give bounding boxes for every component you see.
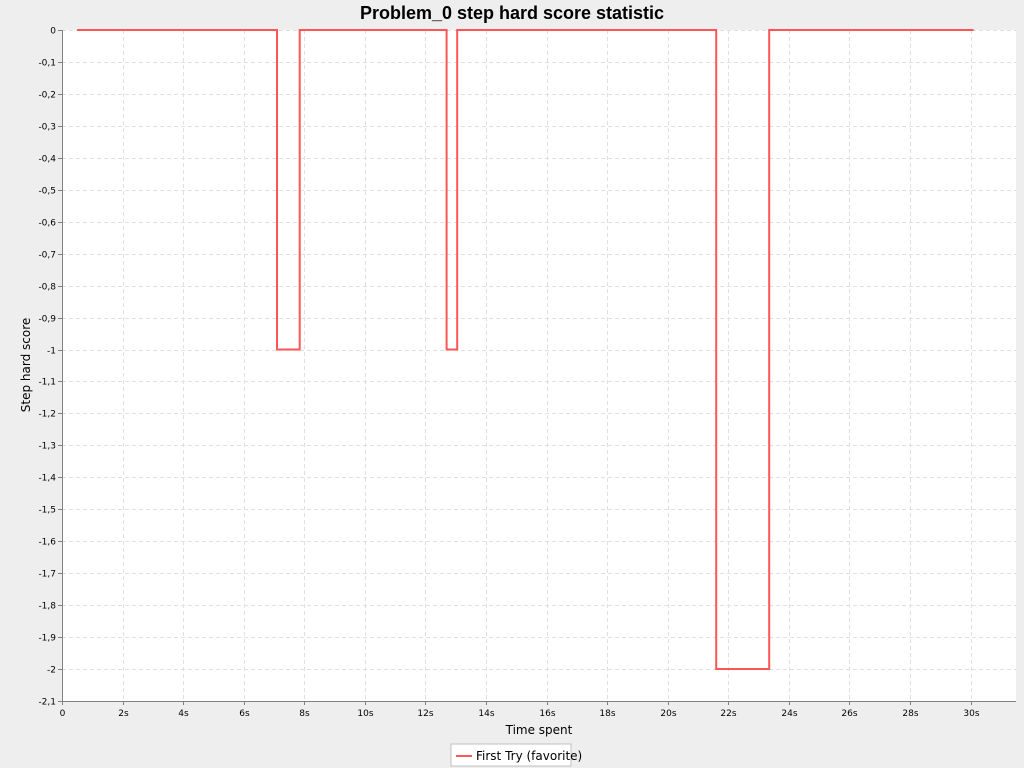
- y-tick-label: -1,2: [38, 410, 56, 420]
- grid-lines: [62, 30, 1016, 702]
- y-tick-label: -1,6: [38, 538, 56, 548]
- x-tick-label: 26s: [841, 709, 857, 719]
- y-tick-label: -1,9: [38, 634, 56, 644]
- x-tick-label: 8s: [299, 709, 310, 719]
- x-tick-label: 2s: [118, 709, 129, 719]
- x-tick-label: 28s: [902, 709, 918, 719]
- x-axis-label: Time spent: [505, 723, 573, 737]
- legend: First Try (favorite): [450, 743, 582, 767]
- y-axis-label: Step hard score: [19, 318, 33, 413]
- legend-box: [450, 743, 572, 767]
- x-tick-label: 30s: [963, 709, 979, 719]
- x-tick-label: 4s: [178, 709, 189, 719]
- y-tick-label: -0,6: [38, 219, 56, 229]
- y-tick-label: -0,3: [38, 123, 56, 133]
- x-tick-labels: 0 2s 4s 6s 8s 10s 12s 14s 16s 18s 20s 22s 24s 26s 28s 3…: [60, 709, 980, 719]
- x-tick-label: 18s: [599, 709, 615, 719]
- x-tick-label: 16s: [539, 709, 555, 719]
- x-tick-label: 20s: [660, 709, 676, 719]
- y-tick-label: -1,1: [38, 378, 56, 388]
- x-tick-label: 12s: [417, 709, 433, 719]
- plot-area: [62, 30, 1016, 701]
- y-tick-label: -2: [47, 666, 56, 676]
- series-layer: [77, 29, 974, 670]
- y-tick-labels: 0 -0,1 -0,2 -0,3 -0,4 -0,5 -0,6 -0,7 -0,8 -0,9 -1 -…: [38, 27, 56, 708]
- x-tick-label: 0: [60, 709, 66, 719]
- y-tick-label: -1,4: [38, 474, 56, 484]
- y-tick-label: -0,8: [38, 283, 56, 293]
- legend-label: First Try (favorite): [476, 749, 582, 763]
- x-tick-label: 6s: [239, 709, 250, 719]
- y-tick-label: -1,8: [38, 602, 56, 612]
- y-tick-label: -2,1: [38, 698, 56, 708]
- y-tick-label: -0,4: [38, 155, 56, 165]
- y-tick-label: -0,1: [38, 59, 56, 69]
- y-tick-label: -0,5: [38, 187, 56, 197]
- axes: [58, 30, 1016, 705]
- x-tick-label: 14s: [478, 709, 494, 719]
- chart-title: Problem_0 step hard score statistic: [360, 3, 664, 23]
- x-tick-label: 10s: [357, 709, 373, 719]
- y-tick-label: -1,3: [38, 442, 56, 452]
- y-tick-label: 0: [50, 27, 56, 37]
- series-line-0: [77, 29, 974, 670]
- y-tick-label: -1: [47, 347, 56, 357]
- x-tick-label: 24s: [781, 709, 797, 719]
- y-tick-label: -0,7: [38, 251, 56, 261]
- y-tick-label: -1,5: [38, 506, 56, 516]
- x-tick-label: 22s: [720, 709, 736, 719]
- y-tick-label: -0,2: [38, 91, 56, 101]
- y-tick-label: -0,9: [38, 315, 56, 325]
- y-tick-label: -1,7: [38, 570, 56, 580]
